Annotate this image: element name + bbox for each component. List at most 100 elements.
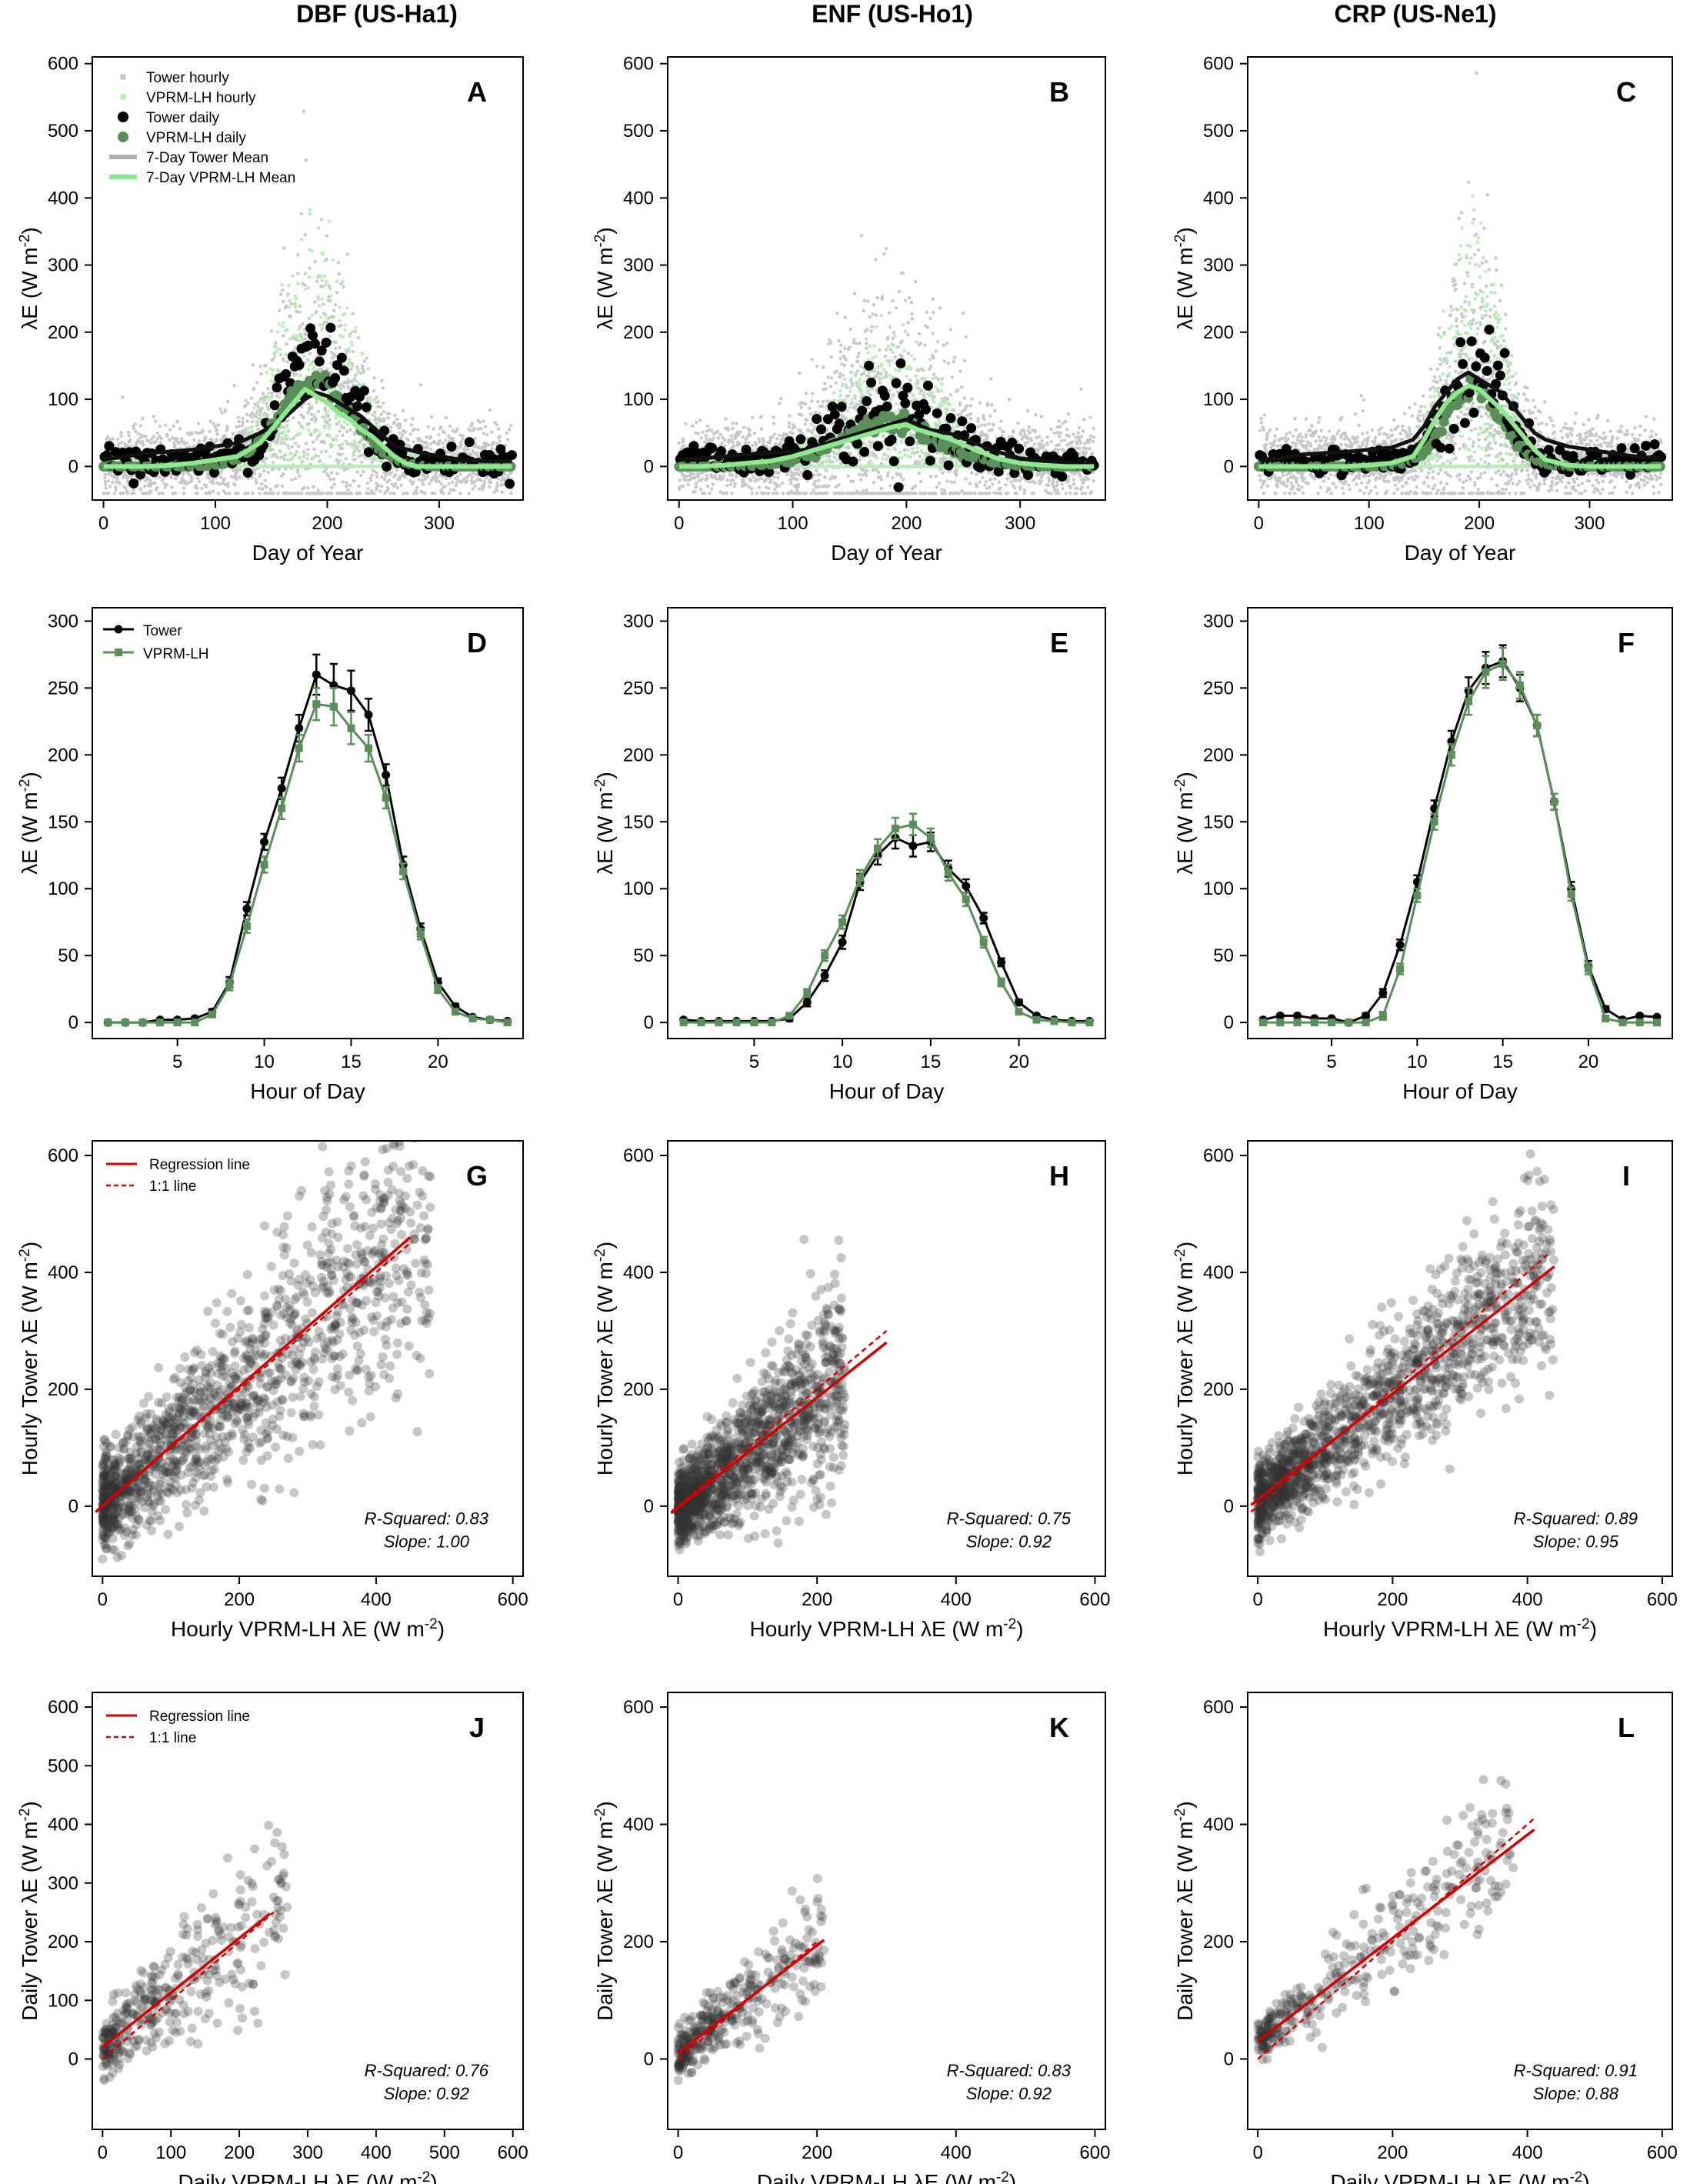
vprm-hourly-point [342,420,347,424]
tower-hourly-point [471,448,475,453]
vprm-hourly-point [282,430,286,434]
tower-hourly-point [105,435,110,438]
tower-hourly-point [241,416,245,421]
tower-hourly-point [292,415,295,420]
tower-hourly-point [325,234,329,238]
tower-hourly-point [178,481,182,485]
tower-hourly-point [299,212,304,216]
vprm-hourly-point [305,457,309,461]
vprm-hourly-point [308,212,312,216]
tower-hourly-point [458,472,462,476]
y-tick-label: 500 [48,121,78,142]
tower-hourly-point [246,492,250,495]
tower-hourly-point [342,425,346,430]
tower-hourly-point [262,468,266,473]
tower-hourly-point [501,482,505,486]
tower-hourly-point [506,474,510,478]
tower-hourly-point [298,325,302,328]
tower-hourly-point [155,431,160,435]
tower-hourly-point [352,453,355,457]
x-axis-title: Day of Year [252,541,364,565]
tower-hourly-point [381,386,385,390]
tower-hourly-point [244,442,248,445]
tower-hourly-point [693,476,697,480]
tower-hourly-point [382,477,387,482]
vprm-hourly-point [331,258,335,262]
tower-hourly-point [251,492,255,495]
tower-hourly-point [348,483,352,488]
tower-hourly-point [235,425,238,429]
tower-hourly-point [145,492,148,495]
tower-hourly-point [108,485,112,488]
tower-hourly-point [275,455,279,459]
tower-hourly-point [197,480,202,484]
tower-hourly-point [211,482,215,485]
tower-hourly-point [264,363,268,368]
tower-hourly-point [276,492,280,495]
tower-hourly-point [231,432,235,436]
tower-hourly-point [507,428,512,432]
tower-hourly-point [303,337,307,341]
tower-hourly-point [141,416,145,421]
vprm-hourly-point [292,333,296,338]
tower-hourly-point [290,445,294,449]
tower-hourly-point [349,367,353,372]
tower-hourly-point [484,441,488,445]
tower-hourly-point [458,433,462,437]
tower-hourly-point [154,440,158,444]
tower-hourly-point [208,492,212,495]
tower-hourly-point [218,475,223,479]
tower-hourly-point [425,444,429,448]
tower-hourly-point [194,431,198,435]
vprm-hourly-point [334,438,338,442]
tower-hourly-point [163,485,167,490]
vprm-hourly-point [290,458,294,462]
tower-hourly-point [154,419,158,423]
tower-hourly-point [373,410,377,415]
tower-hourly-point [297,474,302,478]
tower-hourly-point [190,432,194,435]
tower-hourly-point [406,438,411,442]
tower-hourly-point [506,438,510,442]
tower-hourly-point [492,440,496,445]
tower-hourly-point [357,484,361,488]
tower-hourly-point [208,429,212,434]
tower-hourly-point [426,425,431,429]
tower-hourly-point [298,332,302,336]
tower-hourly-point [245,412,249,416]
tower-hourly-point [122,475,125,479]
vprm-hourly-point [375,457,379,462]
y-tick-label: 300 [48,255,78,276]
y-axis-title: λE (W m-2) [17,227,42,330]
tower-hourly-point [258,410,263,414]
tower-hourly-point [125,444,130,448]
tower-hourly-point [261,392,265,395]
tower-hourly-point [236,492,240,495]
tower-hourly-point [444,476,448,481]
tower-hourly-point [106,478,111,483]
tower-hourly-point [148,484,152,488]
vprm-hourly-point [262,400,265,404]
tower-hourly-point [390,482,394,486]
tower-hourly-point [429,415,434,419]
tower-hourly-point [502,472,507,476]
tower-hourly-point [365,356,368,360]
tower-hourly-point [322,302,325,306]
tower-hourly-point [185,441,188,445]
tower-hourly-point [490,446,494,451]
tower-hourly-point [285,342,288,346]
vprm-hourly-point [319,450,323,454]
tower-hourly-point [482,485,485,489]
y-tick-label: 0 [68,456,78,477]
tower-hourly-point [482,480,487,484]
tower-hourly-point [311,359,315,364]
tower-hourly-point [286,360,290,364]
tower-hourly-point [444,415,448,420]
tower-hourly-point [441,442,445,445]
tower-hourly-point [265,492,268,495]
tower-hourly-point [376,400,381,404]
tower-hourly-point [114,488,118,492]
tower-hourly-point [206,473,211,477]
vprm-hourly-point [277,429,281,434]
vprm-hourly-point [385,423,389,427]
